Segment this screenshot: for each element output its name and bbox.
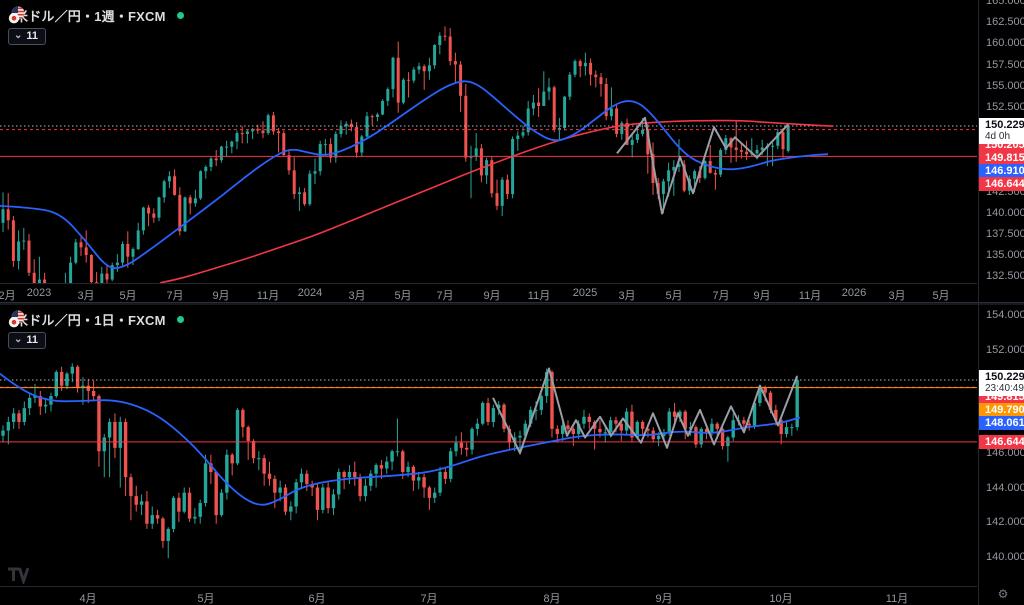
- time-tick: 11月: [527, 290, 551, 302]
- price-tick: 152.000: [986, 343, 1024, 356]
- weekly-time-axis[interactable]: 12月 2023 3月 5月 7月 9月 11月 2024 3月 5月 7月 9月 11月 2025 3月 5…: [0, 283, 977, 303]
- time-tick: 9月: [483, 290, 501, 302]
- time-tick: 9月: [753, 290, 771, 302]
- time-tick: 2023: [26, 287, 52, 299]
- weekly-indicators-chip[interactable]: ⌄ 11: [8, 28, 47, 45]
- time-tick: 6月: [308, 593, 326, 605]
- time-tick: 5月: [119, 290, 137, 302]
- time-tick: 5月: [932, 290, 950, 302]
- price-tick: 132.500: [986, 270, 1024, 283]
- time-tick: 7月: [420, 593, 438, 605]
- price-tick: 135.000: [986, 249, 1024, 261]
- candles: [1, 26, 790, 283]
- price-level-label: 146.644: [979, 177, 1024, 191]
- price-tick: 162.500: [986, 16, 1024, 29]
- blue-ma-line: [0, 80, 829, 270]
- daily-indicators-count: 11: [26, 334, 39, 346]
- chevron-down-icon: ⌄: [14, 30, 23, 41]
- daily-time-axis[interactable]: 4月 5月 6月 7月 8月 9月 10月 11月: [0, 586, 977, 605]
- daily-plot: [0, 363, 977, 559]
- price-tick: 146.000: [986, 447, 1024, 459]
- price-tick: 165.000: [986, 0, 1024, 7]
- price-tick: 137.500: [986, 227, 1024, 240]
- time-tick: 7月: [712, 290, 730, 302]
- weekly-symbol-legend[interactable]: 米ドル／円・1週・FXCM: [8, 6, 184, 25]
- time-tick: 11月: [885, 593, 909, 605]
- daily-indicators-chip[interactable]: ⌄ 11: [8, 332, 47, 349]
- price-level-label: 149.790: [979, 403, 1024, 417]
- price-tick: 144.000: [986, 481, 1024, 494]
- time-tick: 3月: [77, 290, 95, 302]
- price-tick: 140.000: [986, 206, 1024, 219]
- weekly-symbol-title: 米ドル／円・1週・FXCM: [15, 9, 166, 24]
- zigzag-line: [492, 367, 798, 454]
- price-level-label: 146.910: [979, 164, 1024, 178]
- time-tick: 12月: [0, 290, 16, 302]
- time-tick: 7月: [166, 290, 184, 302]
- panel-separator[interactable]: [0, 302, 1024, 305]
- price-tick: 140.000: [986, 550, 1024, 563]
- price-tick: 154.000: [986, 309, 1024, 321]
- time-tick: 5月: [394, 290, 412, 302]
- zigzag-line: [616, 116, 789, 215]
- time-tick: 3月: [348, 290, 366, 302]
- price-tick: 157.500: [986, 58, 1024, 71]
- time-tick: 3月: [888, 290, 906, 302]
- time-tick: 2025: [572, 287, 598, 299]
- price-tick: 160.000: [986, 37, 1024, 50]
- weekly-plot: [0, 26, 977, 283]
- price-level-label: 149.815: [979, 151, 1024, 165]
- current-price-label: 150.229 4d 0h: [979, 118, 1024, 144]
- time-tick: 7月: [436, 290, 454, 302]
- time-tick: 3月: [618, 290, 636, 302]
- current-price-label: 150.229 23:40:49: [979, 370, 1024, 396]
- red-ma-line: [159, 119, 834, 283]
- daily-symbol-title: 米ドル／円・1日・FXCM: [15, 313, 166, 328]
- time-tick: 5月: [197, 593, 215, 605]
- time-tick: 5月: [665, 290, 683, 302]
- price-axis[interactable]: 165.000 162.500 160.000 157.500 155.000 152.5…: [978, 0, 1024, 605]
- weekly-indicators-count: 11: [26, 30, 39, 42]
- chevron-down-icon: ⌄: [14, 334, 23, 345]
- axis-settings-gear-icon[interactable]: ⚙: [997, 587, 1009, 601]
- time-tick: 8月: [543, 593, 561, 605]
- market-status-dot: [176, 316, 184, 323]
- time-tick: 2024: [297, 287, 323, 299]
- price-level-label: 148.061: [979, 416, 1024, 430]
- price-level-label: 146.644: [979, 435, 1024, 449]
- time-tick: 11月: [256, 290, 280, 302]
- candles: [1, 363, 799, 559]
- price-tick: 142.000: [986, 516, 1024, 528]
- price-tick: 152.500: [986, 100, 1024, 113]
- time-tick: 9月: [212, 290, 230, 302]
- time-tick: 11月: [798, 290, 822, 302]
- time-tick: 10月: [769, 593, 793, 605]
- time-tick: 2026: [841, 287, 867, 299]
- price-tick: 155.000: [986, 79, 1024, 92]
- daily-symbol-legend[interactable]: 米ドル／円・1日・FXCM: [8, 310, 184, 329]
- time-tick: 4月: [79, 593, 97, 605]
- time-tick: 9月: [655, 593, 673, 605]
- market-status-dot: [176, 12, 184, 19]
